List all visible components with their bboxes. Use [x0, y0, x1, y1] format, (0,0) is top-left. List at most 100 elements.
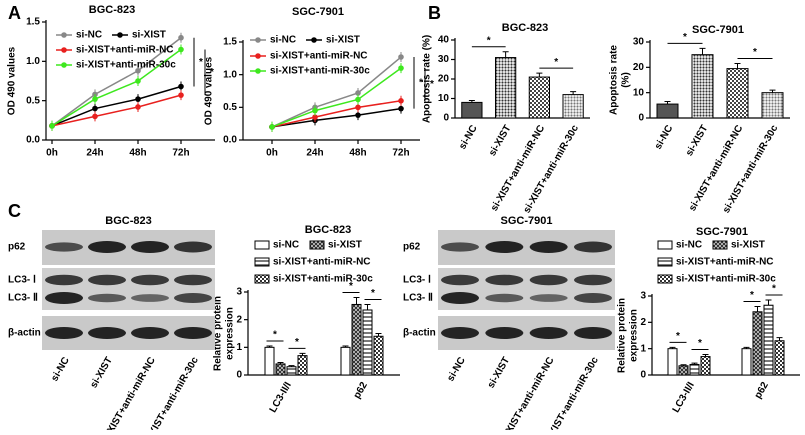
y-tick-label: 0.0 — [223, 135, 237, 146]
data-point — [398, 105, 404, 112]
blot-band — [88, 241, 126, 253]
blot-band — [529, 327, 568, 339]
legend-swatch — [254, 274, 270, 284]
bar — [562, 94, 584, 119]
legend-swatch — [657, 257, 673, 267]
legend-label: si-XIST+anti-miR-30c — [270, 66, 370, 77]
y-tick-label: 1.5 — [26, 17, 40, 28]
data-point — [135, 104, 141, 110]
significance-label: * — [487, 35, 491, 46]
blot-band — [131, 274, 169, 286]
series-line — [51, 85, 182, 127]
significance-label: * — [430, 79, 434, 90]
data-point — [398, 65, 404, 71]
data-point — [178, 34, 184, 41]
significance-label: * — [295, 337, 299, 348]
chart-title: SGC-7901 — [696, 226, 748, 238]
bar — [297, 355, 308, 376]
data-point — [398, 98, 404, 104]
blot-row-label: β-actin — [8, 328, 41, 339]
y-axis-label: Relative protein — [617, 298, 628, 373]
error-bar — [765, 299, 772, 306]
data-point — [312, 107, 318, 114]
blot-row-label: β-actin — [403, 328, 436, 339]
legend-label: si-XIST+anti-miR-30c — [676, 274, 776, 285]
legend-swatch — [254, 257, 270, 267]
significance-label: * — [753, 47, 757, 58]
x-tick-label: 72h — [172, 148, 189, 159]
y-tick-label: 1 — [236, 342, 242, 353]
y-tick-label: 10 — [633, 87, 645, 98]
data-point — [398, 54, 404, 60]
blot-band — [441, 274, 479, 286]
blot-band — [441, 242, 479, 252]
blot-title: SGC-7901 — [501, 215, 553, 227]
panel-label: C — [8, 201, 21, 221]
blot-band — [174, 274, 212, 286]
blot-band — [131, 327, 169, 339]
y-tick-label: 1.0 — [223, 69, 237, 80]
data-point — [135, 96, 141, 102]
x-tick-label: si-XIST — [684, 123, 710, 158]
legend-swatch — [254, 240, 270, 250]
bar — [362, 309, 373, 376]
bar — [678, 365, 689, 376]
panel-label: B — [428, 3, 441, 23]
legend-marker — [255, 53, 261, 59]
bar — [726, 68, 749, 119]
series-line — [51, 37, 182, 127]
blot-band — [441, 327, 479, 339]
chart-title: SGC-7901 — [292, 6, 344, 18]
blot-band — [131, 294, 169, 302]
x-tick-label: si-NC — [457, 123, 480, 151]
x-tick-label: 72h — [392, 148, 409, 159]
blot-band — [574, 241, 612, 253]
legend-label: si-XIST — [328, 240, 362, 251]
blot-row-label: LC3- Ⅰ — [8, 275, 36, 286]
blot-band — [131, 241, 169, 253]
x-tick-label: si-XIST — [88, 355, 114, 390]
y-tick-label: 3 — [236, 287, 242, 298]
legend-marker — [117, 32, 123, 38]
legend-swatch — [657, 240, 673, 250]
legend-marker — [61, 32, 67, 38]
bar — [373, 335, 384, 376]
bar — [667, 348, 678, 376]
legend-label: si-XIST — [731, 240, 765, 251]
chart-title: BGC-823 — [502, 22, 548, 34]
legend-label: si-XIST+anti-miR-30c — [76, 60, 176, 71]
y-tick-label: 3 — [640, 291, 646, 302]
chart-title: BGC-823 — [89, 4, 135, 16]
data-point — [178, 92, 184, 98]
x-tick-label: 24h — [306, 148, 323, 159]
x-tick-label: LC3-II/I — [671, 380, 697, 415]
y-axis-label: Apoptosis rate (%) — [422, 35, 433, 123]
legend-marker — [255, 37, 261, 43]
significance-label: * — [676, 331, 680, 342]
x-tick-label: 48h — [129, 148, 146, 159]
bar — [286, 366, 297, 376]
y-tick-label: 0 — [443, 113, 449, 124]
y-axis-label: (%) — [621, 72, 632, 88]
data-point — [312, 114, 318, 120]
bar — [741, 348, 752, 376]
bar — [461, 101, 483, 119]
error-bar — [734, 63, 741, 69]
data-point — [178, 46, 184, 53]
blot-band — [441, 292, 479, 304]
error-bar — [699, 47, 706, 55]
blot-title: BGC-823 — [105, 215, 151, 227]
y-tick-label: 10 — [438, 93, 450, 104]
error-bar — [536, 72, 543, 78]
legend-label: si-XIST+anti-miR-NC — [676, 257, 774, 268]
bar — [264, 346, 275, 376]
significance-label: * — [349, 281, 353, 292]
blot-band — [174, 327, 212, 339]
bar — [774, 340, 785, 376]
y-axis-label: OD 490 values — [7, 46, 18, 115]
blot-band — [485, 241, 524, 253]
bar — [752, 311, 763, 376]
blot-row-label: LC3- Ⅱ — [8, 293, 38, 304]
significance-label: * — [750, 290, 754, 301]
legend-label: si-XIST — [132, 30, 166, 41]
